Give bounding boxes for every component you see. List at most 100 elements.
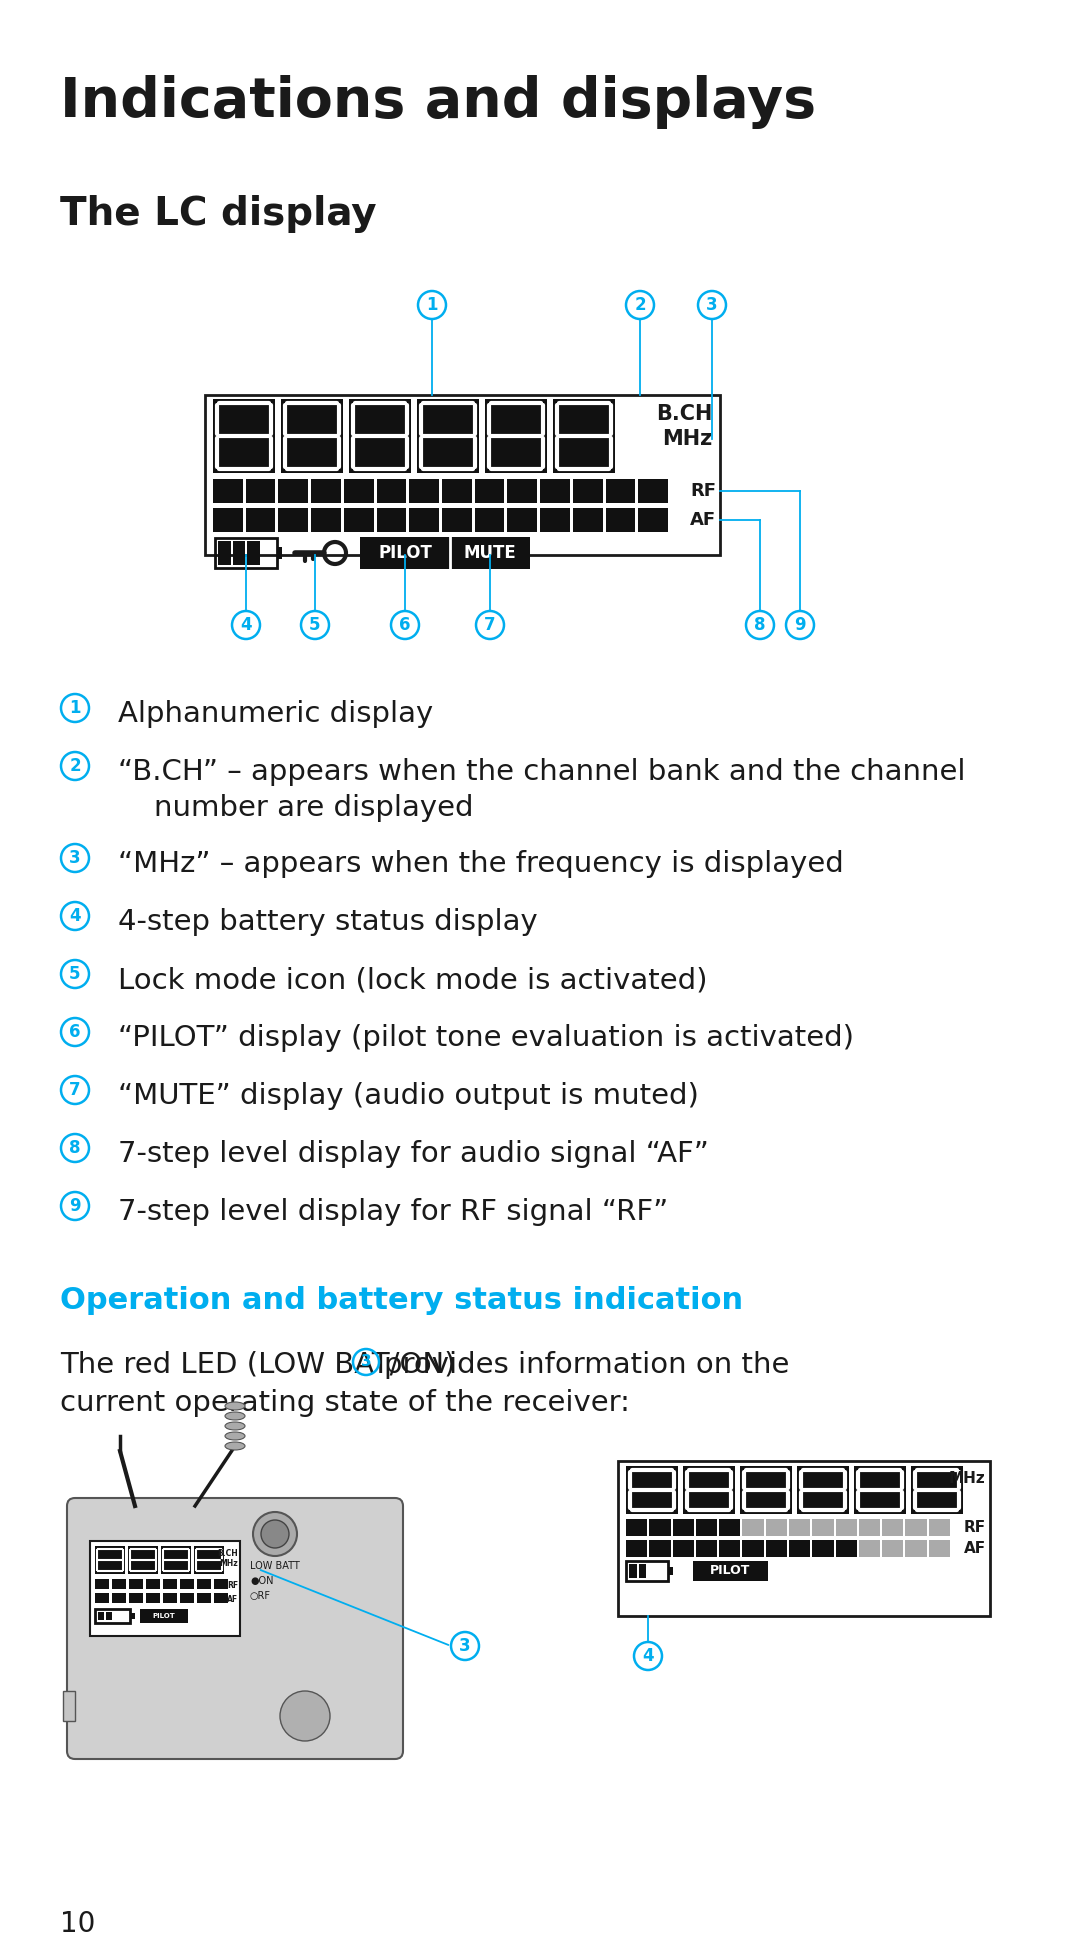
Bar — [146, 1578, 160, 1590]
Bar — [929, 1541, 950, 1557]
Bar — [343, 508, 374, 531]
Bar — [812, 1541, 834, 1557]
Bar — [232, 541, 245, 564]
Bar — [740, 1467, 792, 1514]
Text: PILOT: PILOT — [711, 1564, 751, 1578]
Bar — [649, 1541, 671, 1557]
Text: MHz: MHz — [948, 1471, 985, 1486]
Bar — [197, 1578, 211, 1590]
FancyBboxPatch shape — [67, 1498, 403, 1760]
Bar — [218, 541, 230, 564]
Text: provides information on the: provides information on the — [384, 1351, 789, 1379]
Text: RF: RF — [227, 1582, 238, 1590]
Bar — [929, 1519, 950, 1535]
Text: MHz: MHz — [662, 430, 712, 449]
Bar — [626, 1519, 647, 1535]
Bar — [214, 1594, 228, 1603]
Text: B.CH: B.CH — [656, 404, 712, 424]
Bar — [112, 1594, 126, 1603]
Bar — [281, 398, 343, 473]
Bar — [95, 1578, 109, 1590]
Bar — [859, 1519, 880, 1535]
Bar — [213, 478, 243, 504]
Text: 7: 7 — [69, 1082, 81, 1100]
Bar — [112, 1578, 126, 1590]
Bar — [797, 1467, 849, 1514]
Bar — [719, 1519, 741, 1535]
Text: 1: 1 — [427, 297, 437, 314]
Bar — [638, 478, 669, 504]
Ellipse shape — [225, 1432, 245, 1439]
Bar — [279, 508, 308, 531]
Text: 2: 2 — [69, 758, 81, 775]
Bar — [606, 478, 635, 504]
Text: 7-step level display for RF signal “RF”: 7-step level display for RF signal “RF” — [118, 1197, 669, 1226]
Bar — [215, 537, 276, 568]
Text: “B.CH” – appears when the channel bank and the channel: “B.CH” – appears when the channel bank a… — [118, 758, 966, 785]
Bar — [766, 1519, 787, 1535]
Bar — [180, 1578, 194, 1590]
Bar — [673, 1541, 693, 1557]
Text: 5: 5 — [69, 965, 81, 982]
Text: 1: 1 — [69, 699, 81, 717]
Bar — [442, 508, 472, 531]
Text: AF: AF — [963, 1541, 986, 1557]
Bar — [553, 398, 615, 473]
Bar — [163, 1594, 177, 1603]
Bar — [719, 1541, 741, 1557]
Bar — [417, 398, 480, 473]
Text: 8: 8 — [69, 1139, 81, 1156]
Text: PILOT: PILOT — [152, 1613, 175, 1619]
Bar — [90, 1541, 240, 1637]
Bar — [276, 547, 282, 559]
Bar — [649, 1519, 671, 1535]
Bar — [626, 1560, 669, 1582]
Text: 10: 10 — [60, 1910, 95, 1937]
Bar — [360, 537, 450, 568]
Bar — [205, 395, 720, 555]
Bar — [882, 1541, 904, 1557]
Bar — [683, 1467, 735, 1514]
Bar — [789, 1519, 810, 1535]
Text: LOW BATT: LOW BATT — [249, 1560, 300, 1570]
Bar — [912, 1467, 963, 1514]
Text: ●ON: ●ON — [249, 1576, 273, 1586]
Bar — [742, 1519, 764, 1535]
Bar — [197, 1594, 211, 1603]
Text: 9: 9 — [794, 615, 806, 635]
Bar — [180, 1594, 194, 1603]
Text: The red LED (LOW BAT/ON): The red LED (LOW BAT/ON) — [60, 1351, 456, 1379]
Text: 5: 5 — [309, 615, 321, 635]
Bar — [129, 1594, 143, 1603]
Bar — [213, 398, 275, 473]
Bar — [409, 508, 438, 531]
Bar — [638, 508, 669, 531]
Bar — [693, 1560, 768, 1582]
Bar — [106, 1611, 111, 1619]
Bar — [854, 1467, 906, 1514]
Text: 4: 4 — [643, 1646, 653, 1666]
Bar — [629, 1564, 636, 1578]
Bar — [279, 478, 308, 504]
Bar — [214, 1578, 228, 1590]
Bar — [246, 478, 275, 504]
Bar — [540, 508, 570, 531]
Bar — [475, 508, 504, 531]
Bar — [311, 508, 341, 531]
Text: 4-step battery status display: 4-step battery status display — [118, 908, 538, 935]
Text: Alphanumeric display: Alphanumeric display — [118, 699, 433, 728]
Bar — [485, 398, 546, 473]
Bar — [98, 1611, 104, 1619]
Bar — [129, 1578, 143, 1590]
Circle shape — [261, 1519, 289, 1549]
Text: 6: 6 — [400, 615, 410, 635]
Text: AF: AF — [690, 512, 716, 529]
Bar — [349, 398, 411, 473]
Bar — [766, 1541, 787, 1557]
Bar — [606, 508, 635, 531]
Text: Lock mode icon (lock mode is activated): Lock mode icon (lock mode is activated) — [118, 967, 707, 994]
Bar — [669, 1566, 673, 1574]
Text: B.CH: B.CH — [217, 1549, 238, 1558]
Bar — [247, 541, 259, 564]
Bar — [638, 1564, 646, 1578]
